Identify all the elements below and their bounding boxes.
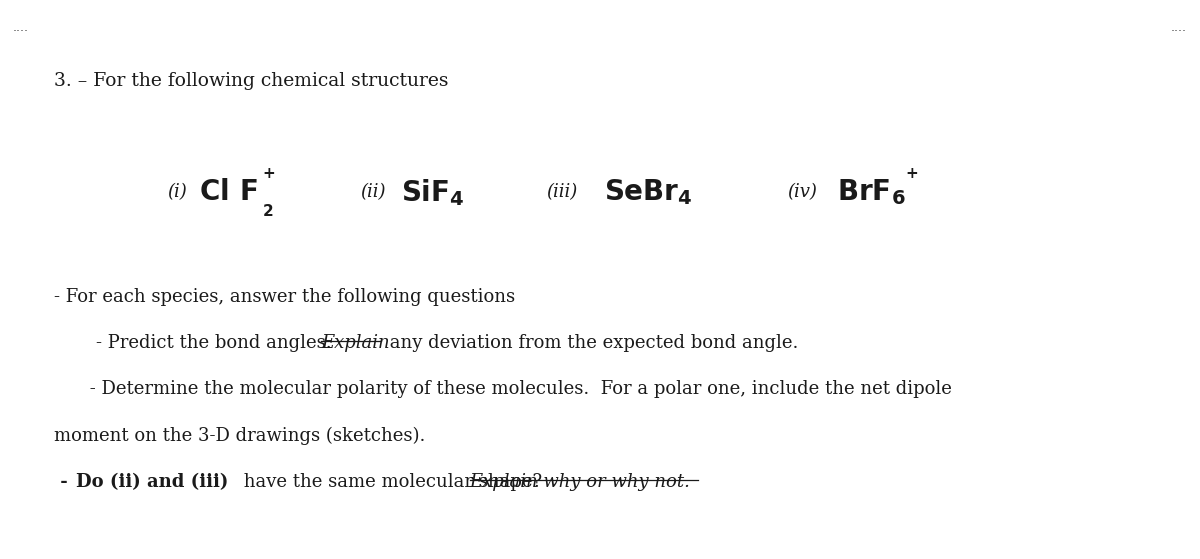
Text: (iii): (iii) bbox=[547, 183, 578, 201]
Text: - Determine the molecular polarity of these molecules.  For a polar one, include: - Determine the molecular polarity of th… bbox=[84, 380, 952, 399]
Text: $\mathbf{2}$: $\mathbf{2}$ bbox=[262, 203, 274, 219]
Text: ....: .... bbox=[13, 21, 29, 34]
Text: (ii): (ii) bbox=[360, 183, 386, 201]
Text: $\mathbf{BrF_6}$: $\mathbf{BrF_6}$ bbox=[838, 177, 906, 207]
Text: $\mathbf{+}$: $\mathbf{+}$ bbox=[905, 165, 918, 181]
Text: $\mathbf{Cl}$: $\mathbf{Cl}$ bbox=[199, 178, 229, 206]
Text: -: - bbox=[54, 473, 74, 491]
Text: $\mathbf{SeBr_4}$: $\mathbf{SeBr_4}$ bbox=[604, 177, 692, 207]
Text: (iv): (iv) bbox=[787, 183, 817, 201]
Text: - For each species, answer the following questions: - For each species, answer the following… bbox=[54, 288, 516, 306]
Text: (i): (i) bbox=[167, 183, 187, 201]
Text: - Predict the bond angles.: - Predict the bond angles. bbox=[96, 334, 337, 352]
Text: Explain why or why not.: Explain why or why not. bbox=[469, 473, 690, 491]
Text: $\mathit{\mathbf{F}}$: $\mathit{\mathbf{F}}$ bbox=[240, 178, 258, 206]
Text: Explain: Explain bbox=[322, 334, 390, 352]
Text: any deviation from the expected bond angle.: any deviation from the expected bond ang… bbox=[384, 334, 798, 352]
Text: 3. – For the following chemical structures: 3. – For the following chemical structur… bbox=[54, 72, 449, 91]
Text: $\mathbf{+}$: $\mathbf{+}$ bbox=[262, 165, 275, 181]
Text: moment on the 3-D drawings (sketches).: moment on the 3-D drawings (sketches). bbox=[54, 427, 426, 445]
Text: $\mathbf{SiF_4}$: $\mathbf{SiF_4}$ bbox=[401, 177, 464, 208]
Text: ....: .... bbox=[1171, 21, 1187, 34]
Text: Do (ii) and (iii): Do (ii) and (iii) bbox=[76, 473, 228, 491]
Text: have the same molecular shape?: have the same molecular shape? bbox=[239, 473, 548, 491]
